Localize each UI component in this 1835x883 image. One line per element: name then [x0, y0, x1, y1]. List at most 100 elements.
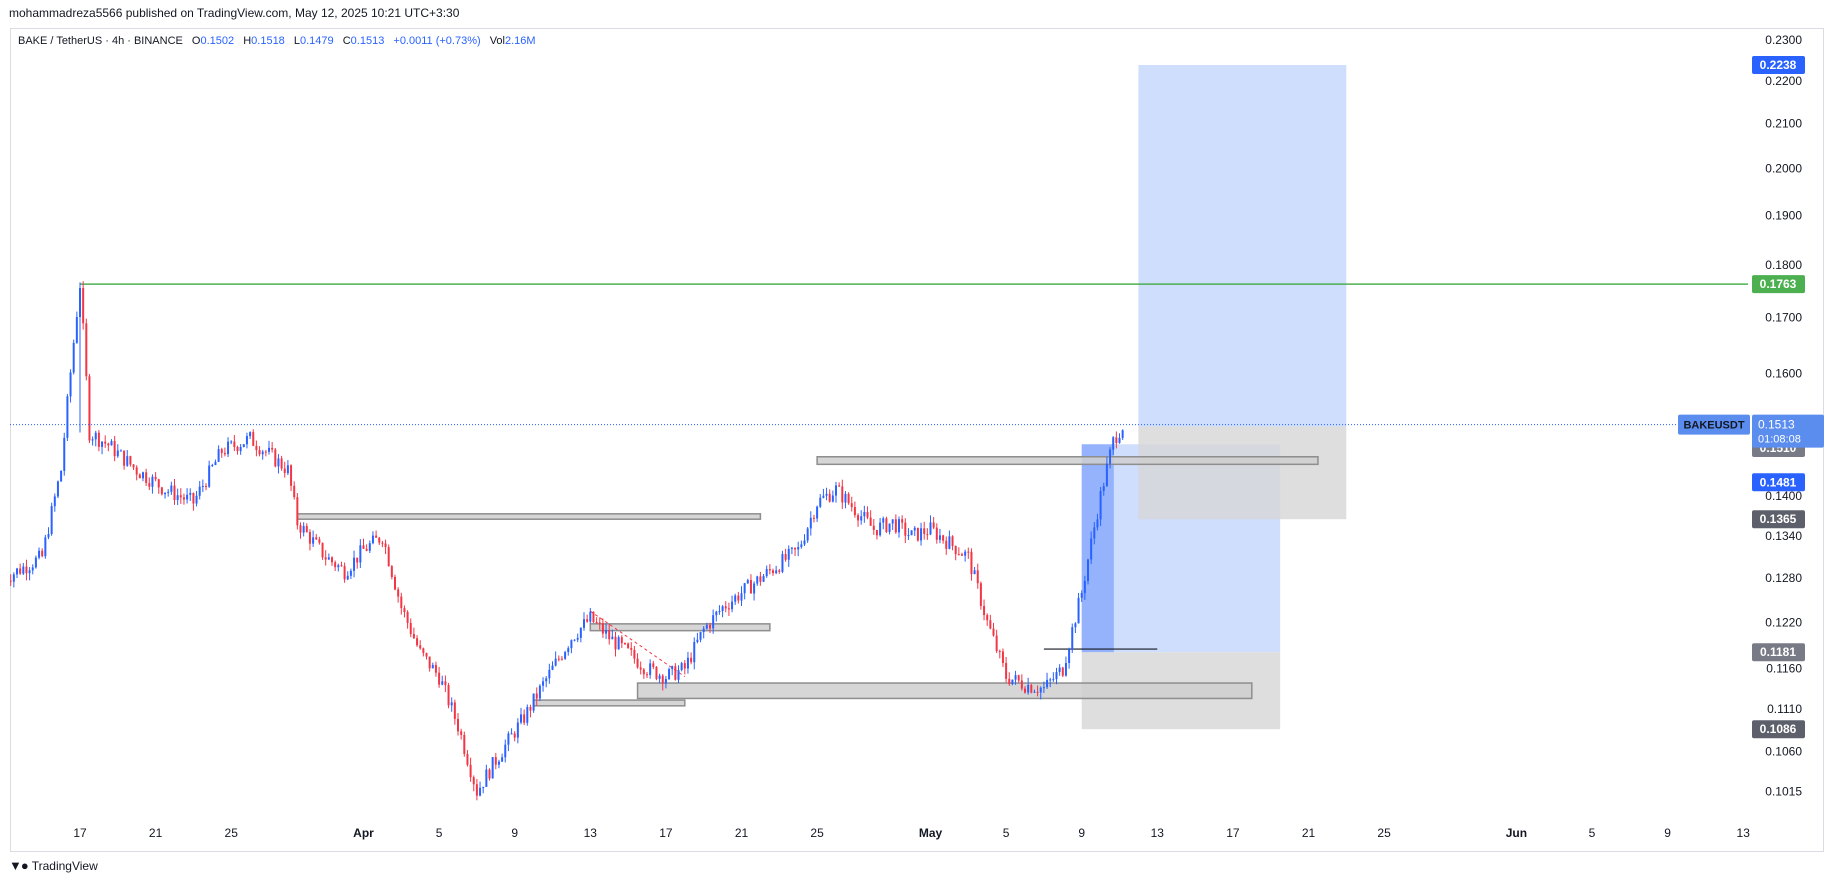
candle-body [705, 624, 708, 629]
candle-body [337, 565, 340, 568]
candle-body [542, 681, 545, 686]
axis-badge-0-bg [1752, 56, 1805, 75]
candle-body [1074, 623, 1077, 628]
candle-body [797, 547, 800, 550]
candle-body [482, 786, 485, 788]
candle-body [721, 606, 724, 612]
candle-body [365, 548, 368, 551]
candle-body [475, 784, 478, 796]
candle-body [252, 432, 255, 446]
candle-body [964, 551, 967, 556]
candle-body [220, 449, 223, 453]
candle-body [104, 441, 107, 444]
candle-body [1033, 691, 1036, 693]
candle-body [189, 492, 192, 495]
candle-body [321, 542, 324, 558]
axis-badge-0: 0.2238 [1752, 56, 1805, 75]
candle-body [416, 638, 419, 646]
candle-body [315, 537, 318, 540]
candle-body [617, 637, 620, 650]
candle-body [778, 570, 781, 572]
candle-body [1077, 597, 1080, 624]
candle-body [268, 447, 270, 452]
candle-body [94, 432, 97, 440]
candle-body [327, 557, 330, 560]
candle-body [831, 495, 834, 502]
price-tick-label: 0.2300 [1765, 33, 1802, 47]
candle-body [113, 441, 116, 457]
time-tick-label: 5 [1003, 826, 1010, 840]
candle-body [894, 519, 897, 533]
candle-body [957, 554, 960, 556]
candle-body [995, 635, 998, 652]
candle-body [693, 641, 696, 663]
candle-body [397, 589, 400, 597]
candle-body [223, 452, 226, 455]
axis-badge-6-text: 0.1086 [1760, 722, 1797, 736]
candle-body [406, 612, 409, 623]
candle-body [31, 567, 34, 571]
candle-body [589, 611, 592, 622]
candle-body [466, 753, 469, 765]
symbol-label: BAKE / TetherUS · 4h · BINANCE [18, 35, 183, 47]
candle-body [664, 678, 667, 684]
candle-body [312, 537, 315, 544]
price-axis: 0.2300 0.2200 0.2100 0.2000 0.1900 0.1800 0.17… [1678, 33, 1824, 798]
candle-body [60, 470, 63, 482]
candle-body [737, 595, 740, 601]
footer-brand[interactable]: TradingView [31, 858, 98, 873]
candle-body [201, 485, 204, 487]
candle-body [548, 669, 551, 679]
candle-body [923, 528, 926, 535]
candle-body [1014, 675, 1017, 680]
candle-body [749, 580, 752, 594]
candle-body [261, 451, 264, 455]
time-tick-label: 9 [1664, 826, 1671, 840]
candle-body [768, 569, 771, 571]
candle-body [538, 685, 541, 699]
candle-body [422, 648, 425, 654]
candle-body [419, 645, 422, 649]
price-tick-label: 0.1400 [1765, 489, 1802, 503]
candle-body [82, 287, 85, 324]
candle-body [453, 702, 456, 719]
candle-body [1112, 437, 1115, 450]
price-tick-label: 0.1160 [1766, 662, 1802, 676]
long-position-2-target-zone [1138, 65, 1347, 427]
candle-body [428, 656, 431, 669]
candle-body [961, 554, 963, 556]
candle-body [390, 566, 393, 578]
long-position-1-filled-part [1081, 444, 1114, 653]
candle-body [44, 537, 47, 557]
candle-body [157, 479, 160, 488]
candle-body [948, 536, 951, 549]
candle-body [573, 639, 576, 641]
publisher-credit: mohammadreza5566 published on TradingVie… [9, 6, 460, 20]
candle-body [633, 649, 636, 659]
candle-body [205, 485, 207, 487]
time-tick-label: 25 [810, 826, 824, 840]
time-tick-label: 9 [1078, 826, 1085, 840]
candle-body [605, 630, 608, 634]
candle-body [620, 637, 623, 644]
high-label: H [243, 35, 252, 47]
candle-body [724, 606, 727, 609]
candle-body [236, 446, 239, 452]
time-tick-label: 5 [436, 826, 443, 840]
tradingview-logo-icon[interactable]: ▼● [9, 858, 29, 873]
candle-body [19, 568, 22, 574]
candle-body [1090, 538, 1093, 560]
candle-body [176, 495, 179, 501]
time-tick-label: Jun [1506, 826, 1527, 840]
candle-body [91, 439, 94, 441]
candle-body [41, 550, 44, 557]
candle-body [630, 648, 633, 650]
time-tick-label: 21 [149, 826, 163, 840]
candle-body [942, 535, 945, 541]
candle-body [359, 545, 362, 563]
candle-body [520, 714, 522, 723]
candle-body [22, 566, 25, 574]
candle-body [853, 507, 856, 516]
current-price-badge: 0.1513 01:08:08 BAKEUSDT [1678, 414, 1824, 448]
